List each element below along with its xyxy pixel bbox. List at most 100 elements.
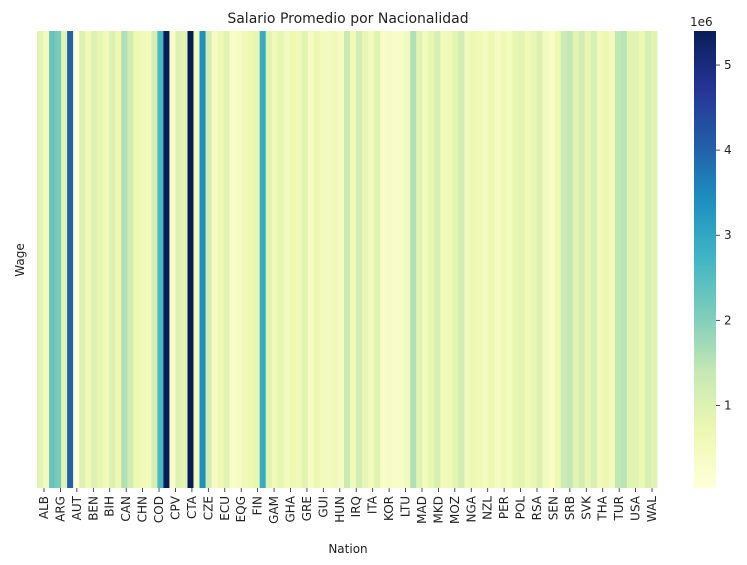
x-tick-label: CZE	[201, 496, 215, 520]
heatmap-cell	[313, 31, 321, 488]
heatmap-cell	[650, 31, 658, 488]
x-tick-label: GAM	[267, 496, 281, 524]
heatmap-cell	[343, 31, 351, 488]
heatmap-cell	[301, 31, 309, 488]
x-tick-label: POL	[514, 496, 528, 520]
colorbar-offset-label: 1e6	[690, 15, 713, 29]
heatmap-cell	[626, 31, 634, 488]
x-tick-label: USA	[629, 495, 643, 521]
colorbar-tick-label: 5	[724, 58, 732, 72]
heatmap-cell	[319, 31, 327, 488]
x-tick-label: LTU	[399, 496, 413, 517]
colorbar-gradient	[694, 31, 716, 488]
x-tick-label: CHN	[136, 496, 150, 522]
heatmap-cell	[518, 31, 525, 488]
x-tick-label: SEN	[546, 496, 560, 520]
colorbar-tick-label: 3	[724, 228, 732, 242]
heatmap-cell	[548, 31, 556, 488]
heatmap-cell	[331, 31, 339, 488]
x-tick-label: GUI	[316, 496, 330, 518]
colorbar-tick-label: 2	[724, 313, 732, 327]
heatmap-cell	[500, 31, 507, 488]
heatmap-cell	[169, 31, 176, 488]
x-tick-label: PER	[497, 496, 511, 519]
heatmap-cell	[289, 31, 297, 488]
heatmap-cell	[614, 31, 622, 488]
heatmap-cell	[265, 31, 273, 488]
heatmap-cell	[79, 31, 86, 488]
heatmap-cell	[307, 31, 315, 488]
heatmap-cell	[476, 31, 483, 488]
heatmap-cell	[241, 31, 249, 488]
heatmap-cell	[199, 31, 206, 488]
heatmap-cell	[175, 31, 182, 488]
x-axis-label: Nation	[328, 542, 367, 556]
heatmap-cell	[97, 31, 104, 488]
colorbar-tick-label: 4	[724, 143, 732, 157]
heatmap-cell	[139, 31, 146, 488]
x-tick-label: EQG	[234, 496, 248, 522]
x-tick-label: COD	[152, 496, 166, 523]
heatmap-cell	[602, 31, 610, 488]
x-tick-label: ITA	[366, 495, 380, 514]
heatmap-cell	[85, 31, 92, 488]
heatmap-cell	[410, 31, 417, 488]
heatmap-cell	[422, 31, 429, 488]
heatmap-cell	[43, 31, 50, 488]
heatmap-cell	[428, 31, 435, 488]
heatmap-cell	[386, 31, 393, 488]
x-tick-label: IRQ	[349, 496, 363, 517]
heatmap-cell	[235, 31, 243, 488]
heatmap-cell	[73, 31, 80, 488]
x-tick-label: ECU	[218, 496, 232, 521]
heatmap-cells	[37, 31, 658, 488]
x-tick-label: WAL	[645, 496, 659, 522]
heatmap-cell	[127, 31, 134, 488]
heatmap-cell	[356, 31, 363, 488]
heatmap-cell	[608, 31, 616, 488]
x-tick-label: NGA	[464, 495, 478, 522]
heatmap-cell	[271, 31, 279, 488]
x-tick-label: FIN	[251, 496, 265, 515]
heatmap-cell	[530, 31, 538, 488]
x-tick-label: HUN	[333, 496, 347, 523]
heatmap-cell	[590, 31, 598, 488]
x-tick-label: MAD	[415, 496, 429, 524]
colorbar: 1 2 3 4 5	[694, 31, 732, 488]
heatmap-cell	[644, 31, 652, 488]
x-tick-label: BEN	[86, 496, 100, 521]
heatmap-cell	[554, 31, 562, 488]
heatmap-cell	[374, 31, 381, 488]
x-tick-label: ARG	[53, 496, 67, 522]
heatmap-cell	[205, 31, 212, 488]
heatmap-cell	[109, 31, 116, 488]
heatmap-cell	[211, 31, 218, 488]
heatmap-cell	[398, 31, 405, 488]
heatmap-cell	[536, 31, 544, 488]
x-tick-label: MKD	[431, 496, 445, 523]
x-tick-label: SRB	[563, 496, 577, 520]
x-tick-label: NZL	[481, 496, 495, 520]
heatmap-cell	[325, 31, 333, 488]
heatmap-cell	[446, 31, 453, 488]
x-tick-label: SVK	[579, 495, 593, 520]
heatmap-cell	[434, 31, 441, 488]
heatmap-cell	[482, 31, 489, 488]
x-tick-label: GHA	[284, 495, 298, 522]
heatmap-cell	[217, 31, 224, 488]
heatmap-cell	[337, 31, 345, 488]
x-tick-label: AUT	[70, 495, 84, 520]
x-tick-label: CTA	[185, 495, 199, 519]
heatmap-cell	[404, 31, 411, 488]
heatmap-cell	[61, 31, 68, 488]
heatmap-cell	[560, 31, 568, 488]
heatmap-cell	[193, 31, 200, 488]
heatmap-cell	[494, 31, 501, 488]
heatmap-cell	[368, 31, 375, 488]
heatmap-cell	[380, 31, 387, 488]
heatmap-cell	[67, 31, 74, 488]
heatmap-cell	[247, 31, 255, 488]
heatmap-cell	[506, 31, 513, 488]
chart-title: Salario Promedio por Nacionalidad	[227, 11, 468, 27]
